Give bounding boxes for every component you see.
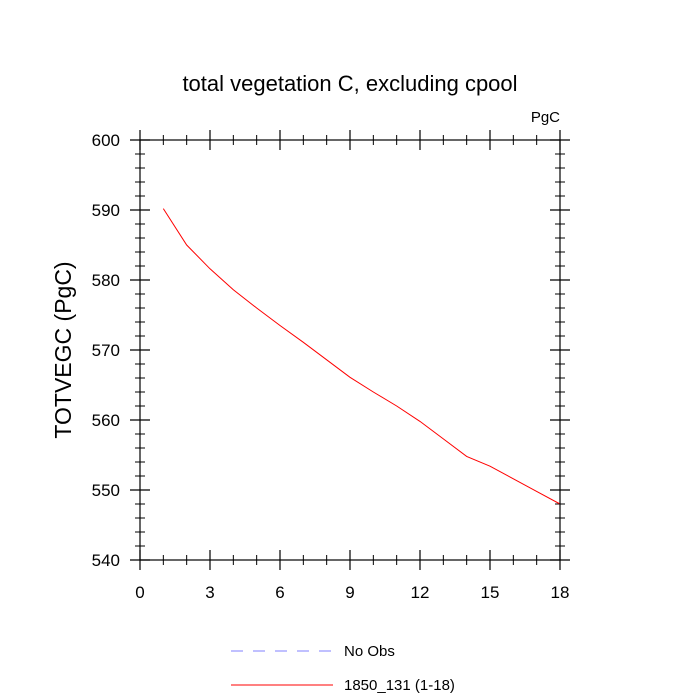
y-tick-labels: 540 550 560 570 580 590 600 [92,131,120,570]
series-line [162,208,561,505]
y-tick-label: 550 [92,481,120,500]
legend-label-no-obs: No Obs [344,643,395,660]
x-tick-label: 0 [135,583,144,602]
chart-title: total vegetation C, excluding cpool [182,71,517,96]
series-layer [162,208,561,505]
x-tick-label: 15 [481,583,500,602]
y-axis-label: TOTVEGC (PgC) [50,261,76,438]
x-tick-label: 9 [345,583,354,602]
y-tick-label: 600 [92,131,120,150]
y-tick-label: 590 [92,201,120,220]
x-tick-labels: 0 3 6 9 12 15 18 [135,583,569,602]
y-tick-label: 570 [92,341,120,360]
y-tick-label: 560 [92,411,120,430]
legend: No Obs 1850_131 (1-18) [231,643,455,694]
x-tick-label: 6 [275,583,284,602]
x-tick-label: 18 [551,583,570,602]
plot-frame [139,139,561,561]
x-tick-label: 3 [205,583,214,602]
axis-ticks [130,130,570,570]
y-tick-label: 580 [92,271,120,290]
y-tick-label: 540 [92,551,120,570]
units-label: PgC [531,109,560,126]
legend-label-1850-131: 1850_131 (1-18) [344,677,455,694]
x-tick-label: 12 [411,583,430,602]
